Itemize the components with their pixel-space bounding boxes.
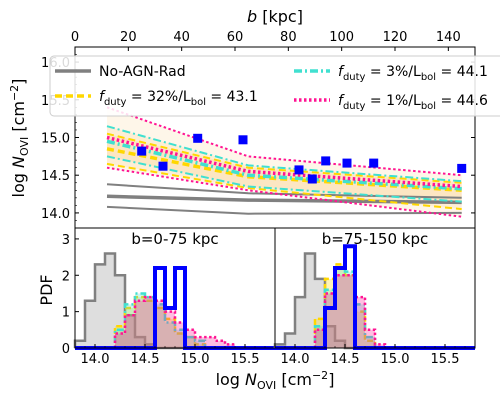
top-x-tick-label: 40: [173, 30, 190, 45]
top-x-tick-label: 100: [329, 30, 354, 45]
hist-y-tick-label: 0: [62, 342, 70, 357]
top-x-tick-label: 120: [383, 30, 408, 45]
top-y-axis-label: log NOVI [cm−2]: [8, 79, 31, 198]
curve-f1-lower: [106, 166, 462, 218]
hist-x-tick-label: 15.0: [181, 352, 210, 367]
hist-x-tick-label: 14.5: [131, 352, 160, 367]
observation-point: [158, 161, 168, 171]
bottom-x-axis-label: log NOVI [cm−2]: [216, 369, 335, 392]
curve-f32-upper: [106, 132, 462, 184]
curve-noagn-upper: [106, 183, 462, 199]
panel-label: b=75-150 kpc: [322, 230, 428, 248]
top-x-tick-label: 60: [227, 30, 244, 45]
observation-point: [307, 174, 317, 184]
hist-x-tick-label: 15.5: [231, 352, 260, 367]
hist-x-tick-label: 15.0: [381, 352, 410, 367]
top-x-tick-label: 20: [120, 30, 137, 45]
pdf-y-axis-label: PDF: [37, 274, 56, 305]
legend-box: [49, 55, 500, 117]
pdf-left-panel: 14.0 14.5 15.0 15.5 0 1 2 3 b=0-75 kpc: [62, 227, 276, 367]
band-f32: [107, 133, 462, 210]
legend-label-2: fduty = 3%/Lbol = 44.1: [338, 64, 488, 83]
top-x-tick-label: 0: [71, 30, 79, 45]
curve-noagn-lower: [106, 205, 462, 215]
observation-point: [193, 133, 203, 143]
hist-x-tick-label: 15.5: [431, 352, 460, 367]
legend-label-0: No-AGN-Rad: [99, 64, 186, 80]
curve-f3-median: [106, 139, 462, 191]
top-x-axis-label: b [kpc]: [247, 7, 303, 26]
band-f3: [107, 126, 462, 202]
hist-x-tick-label: 14.5: [331, 352, 360, 367]
observation-point: [321, 156, 331, 166]
observation-point: [238, 135, 248, 145]
hist-x-tick-label: 14.0: [281, 352, 310, 367]
hist-y-tick-label: 2: [62, 269, 70, 284]
hist-y-tick-label: 1: [62, 306, 70, 321]
observation-point: [457, 163, 467, 173]
curve-f32-lower: [106, 162, 462, 211]
observation-point: [369, 158, 379, 168]
legend: No-AGN-Rad fduty = 32%/Lbol = 43.1 fduty =…: [49, 55, 500, 117]
legend-label-3: fduty = 1%/Lbol = 44.6: [338, 93, 488, 112]
top-x-tick-label: 140: [436, 30, 461, 45]
observation-point: [137, 146, 147, 156]
panel-label: b=0-75 kpc: [131, 230, 218, 248]
curve-f3-lower: [106, 155, 462, 203]
band-f1: [107, 107, 462, 217]
pdf-right-panel: 14.0 14.5 15.0 15.5 b=75-150 kpc: [273, 227, 476, 367]
legend-label-1: fduty = 32%/Lbol = 43.1: [99, 89, 258, 108]
hist-f1: [75, 295, 275, 350]
top-y-tick-label: 14.0: [41, 207, 70, 222]
axis-labels: b [kpc] log NOVI [cm−2] log NOVI [cm−2] PDF: [8, 7, 334, 392]
hist-x-tick-label: 14.0: [81, 352, 110, 367]
top-y-tick-label: 14.5: [41, 169, 70, 184]
curve-f1-median: [106, 135, 462, 189]
curve-f3-upper: [106, 125, 462, 183]
observation-point: [342, 158, 352, 168]
observation-point: [294, 165, 304, 175]
curve-f1-upper: [106, 106, 462, 177]
top-y-tick-label: 15.0: [41, 132, 70, 147]
top-x-tick-label: 80: [280, 30, 297, 45]
hist-y-tick-label: 3: [62, 233, 70, 248]
